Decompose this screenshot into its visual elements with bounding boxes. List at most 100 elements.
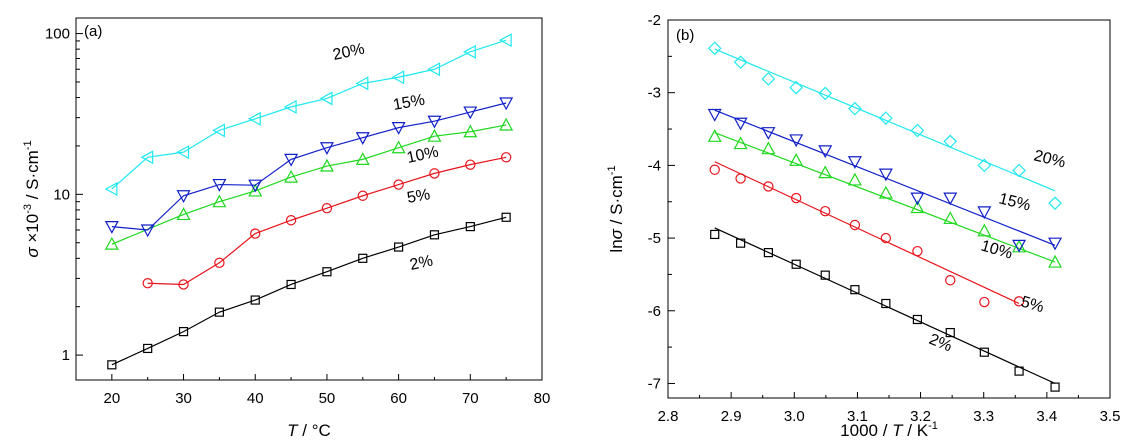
panel-b-data-point <box>881 298 891 309</box>
panel-a-data-point <box>178 327 189 337</box>
panel-a-data-point <box>427 62 441 77</box>
panel-b-data-point <box>979 296 990 308</box>
panel-b-data-point <box>710 229 720 240</box>
panel-b-frame <box>667 19 1111 399</box>
panel-a-data-point <box>319 91 333 106</box>
panel-b-data-point <box>818 86 833 101</box>
panel-b-x-tick-label: 3.5 <box>1100 408 1121 425</box>
panel-b-data-point <box>943 134 958 149</box>
panel-a-data-point <box>394 242 404 252</box>
panel-a-data-point <box>355 76 369 91</box>
panel-b-data-point <box>707 41 722 56</box>
panel-a-data-point <box>463 124 478 138</box>
panel-b-data-point <box>850 285 860 295</box>
panel-a-data-point <box>322 267 332 277</box>
panel-b-data-point <box>943 211 958 225</box>
panel-a-data-point <box>499 117 514 131</box>
panel-a-data-point <box>248 183 263 197</box>
panel-b-label-15pct: 15% <box>997 190 1032 214</box>
panel-a-data-point <box>427 128 442 142</box>
panel-a-data-point <box>498 33 512 48</box>
panel-a-series-line <box>111 124 507 245</box>
panel-a-data-point <box>143 343 153 354</box>
panel-a-data-point <box>176 190 191 204</box>
panel-a: (a) 20 30 40 50 60 70 80 1 10 100 T / °C σ ×10-3 … <box>22 17 550 440</box>
panel-b-x-axis-title: 1000 / T / K-1 <box>840 420 938 440</box>
panel-b-fit-line <box>714 161 1020 305</box>
panel-a-data-point <box>140 224 155 238</box>
panel-b-x-tick-label: 3.4 <box>1036 408 1057 425</box>
panel-a-data-point <box>284 153 299 167</box>
panel-b-x-title-unit-exp: -1 <box>928 420 938 432</box>
panel-b-data-point <box>1048 196 1062 211</box>
panel-b-data-point <box>707 108 722 122</box>
panel-a-x-tick-label: 60 <box>390 390 407 407</box>
panel-a-data-point <box>391 140 406 154</box>
panel-a-y-axis-title: σ ×10-3 / S·cm-1 <box>22 140 42 257</box>
panel-b-data-point <box>880 232 892 244</box>
panel-b-x-tick-label: 3.1 <box>847 408 868 425</box>
panel-a-data-point <box>142 278 153 289</box>
panel-b-y-tick-label: -2 <box>648 12 661 29</box>
panel-a-data-point <box>212 194 227 208</box>
panel-a-data-point <box>176 145 190 160</box>
panel-b-data-point <box>847 156 862 170</box>
panel-a-data-point <box>319 142 334 155</box>
panel-a-y-title-scale-exp: -3 <box>22 204 34 214</box>
panel-b-data-point <box>820 205 831 217</box>
panel-b-x-tick-label: 2.9 <box>721 408 742 425</box>
panel-a-y-tick-label: 100 <box>45 26 70 43</box>
panel-a-data-point <box>107 360 117 370</box>
panel-b-data-point <box>878 168 893 182</box>
panel-b-data-point <box>878 185 893 199</box>
panel-b-data-point <box>847 172 862 186</box>
panel-b-data-point <box>820 270 830 280</box>
panel-b-data-point <box>733 136 748 150</box>
panel-b-series <box>707 41 1063 392</box>
panel-b-data-point <box>709 164 720 175</box>
panel-a-y-title-scale: ×10 <box>23 214 42 248</box>
panel-a-series-line <box>111 39 507 190</box>
panel-b-x-title-prefix: 1000 / <box>840 421 892 440</box>
panel-b-x-tick-label: 3.2 <box>910 408 931 425</box>
panel-a-frame <box>75 17 543 381</box>
panel-b-data-point <box>736 238 746 248</box>
panel-b-x-title-symbol: T <box>892 421 904 440</box>
panel-a-data-point <box>283 99 297 114</box>
panel-a-series-line <box>111 216 507 366</box>
panel-b-data-point <box>977 158 992 173</box>
panel-a-data-point <box>319 158 334 172</box>
panel-b-data-point <box>761 72 776 86</box>
panel-a-y-tick-label: 1 <box>62 347 70 364</box>
panel-a-y-title-unit: / S·cm <box>23 150 42 204</box>
panel-a-data-point <box>427 115 442 129</box>
panel-a-data-point <box>357 190 368 201</box>
panel-a-data-point <box>176 207 191 221</box>
panel-b-data-point <box>789 80 804 95</box>
panel-a-x-tick-label: 40 <box>247 390 264 407</box>
panel-a-data-point <box>248 179 263 193</box>
panel-a-data-point <box>391 70 405 85</box>
panel-a-data-point <box>214 307 224 317</box>
panel-b-fit-line <box>714 48 1056 192</box>
panel-b-data-point <box>878 111 893 125</box>
panel-a-data-point <box>140 150 154 165</box>
panel-b-y-tick-label: -3 <box>648 85 661 102</box>
panel-a-series-line <box>111 102 507 231</box>
panel-a-data-point <box>501 212 511 222</box>
panel-b-y-tick-label: -4 <box>648 157 661 174</box>
panel-a-label-5pct: 5% <box>406 186 432 207</box>
panel-a-data-point <box>463 106 478 120</box>
panel-b-x-title-unit: / K <box>903 421 929 440</box>
panel-a-data-point <box>393 179 404 190</box>
panel-a-data-point <box>465 159 476 170</box>
panel-b-ticks: 2.8 2.9 3.0 3.1 3.2 3.3 3.4 3.5 -7 -6 -5 -4 -3 -2 <box>648 12 1121 425</box>
panel-a-data-point <box>250 295 260 305</box>
panel-b-x-tick-label: 3.0 <box>784 408 805 425</box>
panel-b-y-tick-label: -6 <box>648 303 661 320</box>
panel-a-y-tick-label: 10 <box>53 186 70 203</box>
panel-b-y-tick-label: -7 <box>648 375 661 392</box>
panel-b-label-10pct: 10% <box>979 238 1014 263</box>
panel-a-data-point <box>178 279 189 290</box>
panel-b-data-point <box>1048 254 1063 268</box>
